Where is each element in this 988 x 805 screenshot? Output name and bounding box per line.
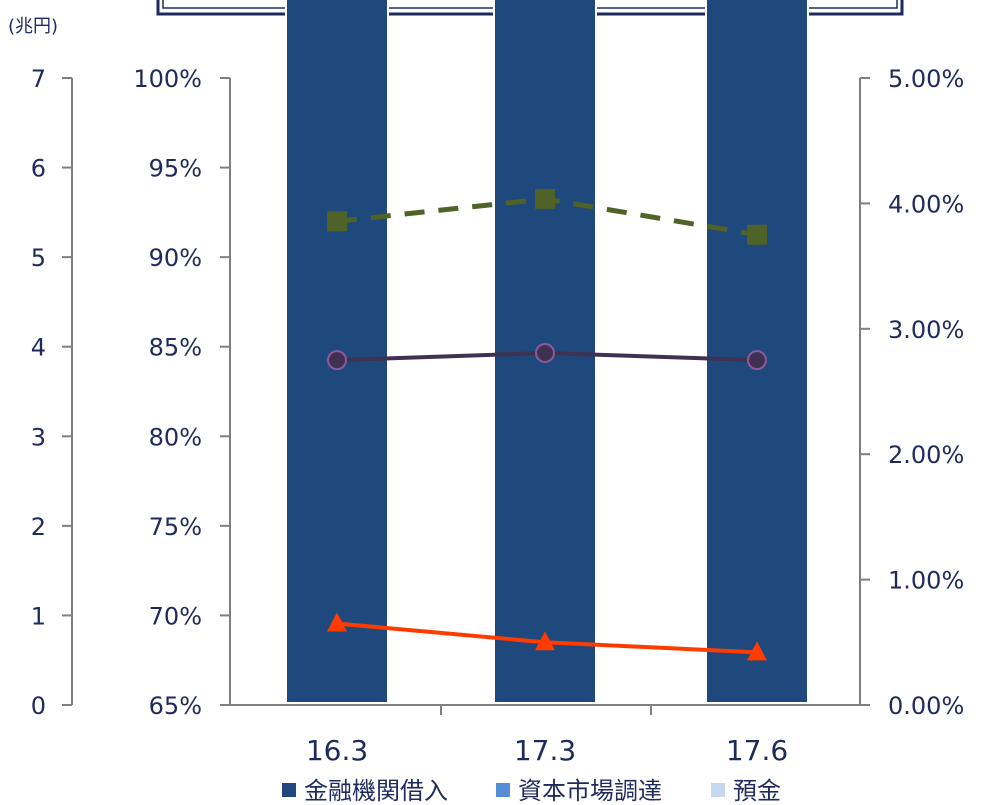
line-series-1-point-17.3 xyxy=(535,188,555,209)
line-series-3-point-17.3 xyxy=(535,631,555,651)
legend-label-3: 預金 xyxy=(733,777,781,805)
left-inner-axis-tick-label: 65% xyxy=(149,692,202,720)
left-inner-axis-tick-label: 85% xyxy=(149,334,202,362)
legend: 金融機関借入 資本市場調達 預金 xyxy=(282,777,781,805)
left-inner-axis-tick-label: 90% xyxy=(149,244,202,272)
legend-swatch-2 xyxy=(496,783,510,797)
line-series-3-point-16.3 xyxy=(327,612,347,632)
right-axis-tick-label: 0.00% xyxy=(888,692,964,720)
left-inner-axis-tick-label: 80% xyxy=(149,423,202,451)
left-outer-axis-tick-label: 5 xyxy=(31,244,46,272)
legend-label-1: 金融機関借入 xyxy=(304,777,448,805)
lines-layer xyxy=(327,188,767,661)
category-label-17.3: 17.3 xyxy=(514,734,576,767)
category-label-16.3: 16.3 xyxy=(306,734,368,767)
category-label-17.6: 17.6 xyxy=(726,734,788,767)
legend-label-2: 資本市場調達 xyxy=(518,777,662,805)
right-axis-tick-label: 5.00% xyxy=(888,65,964,93)
axes-layer: 0 1 2 3 4 5 6 7 65% 70% 75% 80% 85% 90% 95% 100% 0.00% 1.… xyxy=(31,65,965,720)
right-axis-tick-label: 4.00% xyxy=(888,190,964,218)
line-series-3-point-17.6 xyxy=(747,641,767,661)
left-inner-axis-tick-label: 70% xyxy=(149,602,202,630)
legend-swatch-1 xyxy=(282,783,296,797)
left-outer-axis-tick-label: 3 xyxy=(31,423,46,451)
left-inner-axis-tick-label: 75% xyxy=(149,513,202,541)
line-series-1-point-16.3 xyxy=(327,211,347,232)
line-series-1-point-17.6 xyxy=(747,224,767,245)
category-labels: 16.3 17.3 17.6 xyxy=(306,734,788,767)
right-axis-tick-label: 3.00% xyxy=(888,316,964,344)
left-inner-axis-tick-label: 100% xyxy=(133,65,202,93)
left-outer-axis-tick-label: 2 xyxy=(31,513,46,541)
unit-label: (兆円) xyxy=(8,16,58,37)
left-outer-axis-tick-label: 1 xyxy=(31,602,46,630)
right-axis-tick-label: 1.00% xyxy=(888,567,964,595)
line-series-2-point-17.6 xyxy=(747,350,767,371)
legend-swatch-3 xyxy=(711,783,725,797)
left-outer-axis-tick-label: 6 xyxy=(31,155,46,183)
line-series-2-point-16.3 xyxy=(327,350,347,371)
line-series-2-point-17.3 xyxy=(535,342,555,363)
left-inner-axis-tick-label: 95% xyxy=(149,155,202,183)
left-outer-axis-tick-label: 4 xyxy=(31,334,46,362)
left-outer-axis-tick-label: 0 xyxy=(31,692,46,720)
left-outer-axis-tick-label: 7 xyxy=(31,65,46,93)
right-axis-tick-label: 2.00% xyxy=(888,441,964,469)
